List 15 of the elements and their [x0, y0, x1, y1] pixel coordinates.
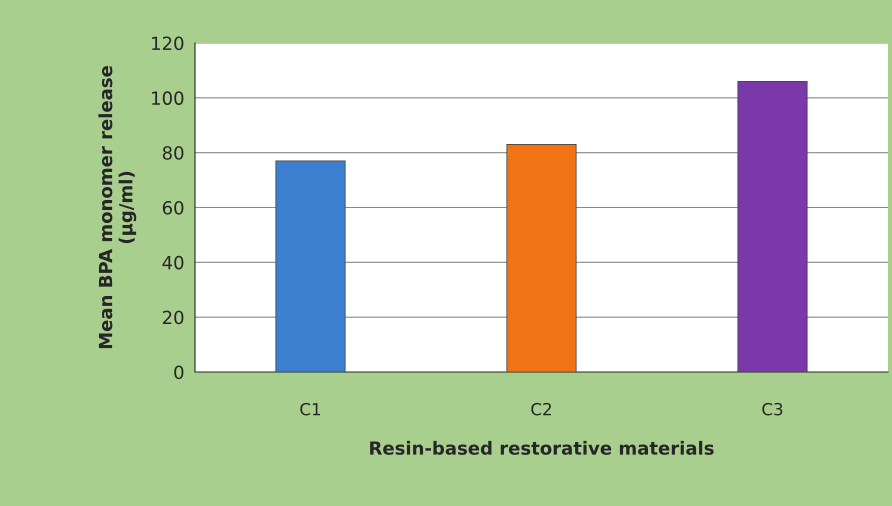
x-tick-label: C2: [531, 402, 551, 416]
x-tick-label: C3: [762, 402, 782, 416]
y-tick-label: 100: [152, 91, 184, 105]
y-tick-label: 80: [162, 146, 184, 160]
y-tick-label: 120: [152, 36, 184, 50]
bar: [275, 160, 346, 372]
bar: [737, 80, 808, 372]
y-tick-label: 60: [162, 200, 184, 215]
y-tick-label: 40: [162, 256, 184, 270]
y-axis-title: Mean BPA monomer release (µg/ml): [98, 66, 136, 348]
bar: [506, 144, 577, 372]
x-axis-title: Resin-based restorative materials: [370, 440, 714, 455]
y-tick-label: 20: [162, 310, 184, 324]
y-tick-label: 0: [174, 365, 184, 380]
x-tick-label: C1: [300, 402, 320, 416]
